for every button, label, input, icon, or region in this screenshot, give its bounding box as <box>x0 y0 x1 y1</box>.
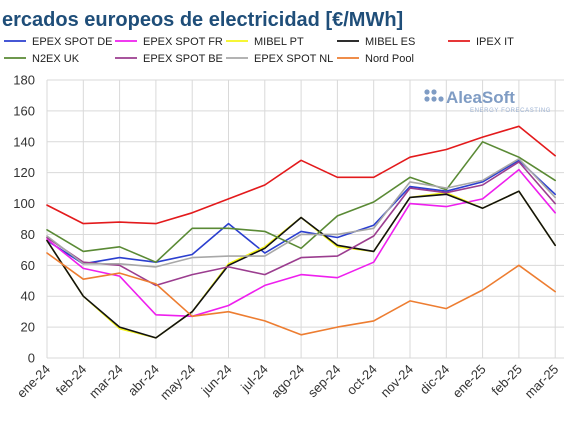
x-tick-label: sep-24 <box>305 362 344 401</box>
legend-label: IPEX IT <box>476 36 514 48</box>
legend-item-nord-pool: Nord Pool <box>337 53 414 65</box>
y-tick-label: 80 <box>21 227 35 242</box>
x-tick-label: feb-25 <box>488 362 525 399</box>
x-tick-label: ene-24 <box>14 362 53 401</box>
series-line-epex-spot-fr <box>46 168 557 318</box>
legend-item-epex-spot-nl: EPEX SPOT NL <box>226 53 333 65</box>
x-tick-label: feb-24 <box>53 362 90 399</box>
logo-subtitle: ENERGY FORECASTING <box>470 108 551 114</box>
x-tick-label: mar-25 <box>522 362 562 402</box>
x-tick-label: dic-24 <box>417 362 453 398</box>
y-tick-label: 60 <box>21 258 35 273</box>
series-lines <box>46 125 557 339</box>
y-tick-label: 40 <box>21 289 35 304</box>
y-tick-label: 120 <box>13 165 35 180</box>
chart-title: ercados europeos de electricidad [€/MWh] <box>2 9 403 31</box>
legend-label: EPEX SPOT FR <box>143 36 223 48</box>
y-tick-label: 160 <box>13 103 35 118</box>
x-tick-label: ene-25 <box>449 362 488 401</box>
legend-item-epex-spot-be: EPEX SPOT BE <box>115 53 223 65</box>
legend-item-n2ex-uk: N2EX UK <box>4 53 80 65</box>
series-line-n2ex-uk <box>46 141 557 264</box>
series-line-ipex-it <box>46 125 557 225</box>
series-line-epex-spot-be <box>46 161 557 287</box>
legend-item-epex-spot-fr: EPEX SPOT FR <box>115 36 223 48</box>
legend-label: EPEX SPOT BE <box>143 53 223 65</box>
x-tick-label: abr-24 <box>125 362 162 399</box>
x-tick-label: nov-24 <box>377 362 416 401</box>
legend-label: MIBEL PT <box>254 36 304 48</box>
legend-item-mibel-es: MIBEL ES <box>337 36 415 48</box>
y-tick-label: 20 <box>21 320 35 335</box>
x-tick-label: mar-24 <box>86 362 126 402</box>
y-tick-label: 0 <box>28 351 35 366</box>
legend-label: EPEX SPOT DE <box>32 36 113 48</box>
y-tick-label: 100 <box>13 196 35 211</box>
legend-label: MIBEL ES <box>365 36 415 48</box>
x-tick-label: ago-24 <box>268 362 307 401</box>
legend: EPEX SPOT DE EPEX SPOT FR MIBEL PT MIBEL ES… <box>4 36 514 65</box>
legend-item-ipex-it: IPEX IT <box>448 36 514 48</box>
logo-dots-icon <box>424 89 444 102</box>
series-line-epex-spot-de <box>46 159 557 265</box>
aleasoft-logo: AleaSoft ENERGY FORECASTING <box>424 88 551 114</box>
gridlines <box>46 79 564 359</box>
y-tick-label: 180 <box>13 73 35 88</box>
legend-item-epex-spot-de: EPEX SPOT DE <box>4 36 113 48</box>
x-tick-label: oct-24 <box>344 362 380 398</box>
legend-label: Nord Pool <box>365 53 414 65</box>
y-tick-label: 140 <box>13 134 35 149</box>
series-line-epex-spot-nl <box>46 158 557 268</box>
legend-item-mibel-pt: MIBEL PT <box>226 36 304 48</box>
legend-label: EPEX SPOT NL <box>254 53 333 65</box>
series-line-mibel-es <box>46 190 557 339</box>
x-tick-label: jul-24 <box>237 362 271 396</box>
y-axis: 0 20 40 60 80 100 120 140 160 180 <box>13 73 35 366</box>
series-line-nord-pool <box>46 252 557 336</box>
legend-label: N2EX UK <box>32 53 80 65</box>
x-tick-label: may-24 <box>157 362 198 403</box>
logo-name: AleaSoft <box>446 88 515 107</box>
x-tick-label: jun-24 <box>198 362 235 399</box>
